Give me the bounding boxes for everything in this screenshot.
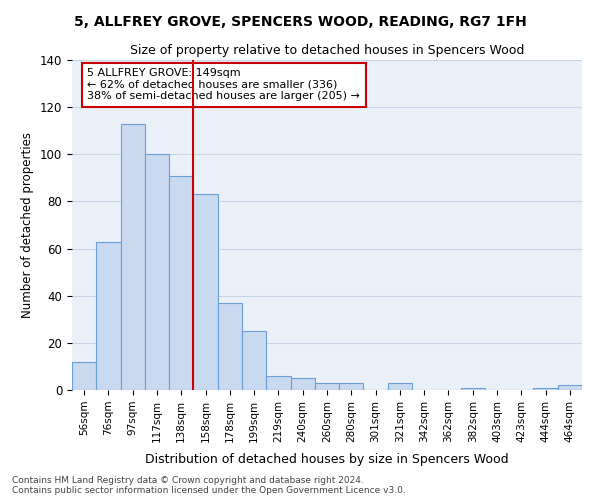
Text: 5, ALLFREY GROVE, SPENCERS WOOD, READING, RG7 1FH: 5, ALLFREY GROVE, SPENCERS WOOD, READING… — [74, 15, 526, 29]
Bar — [339, 383, 364, 390]
Bar — [266, 376, 290, 390]
Bar — [96, 242, 121, 390]
Bar — [388, 383, 412, 390]
Y-axis label: Number of detached properties: Number of detached properties — [22, 132, 34, 318]
Bar — [72, 362, 96, 390]
Title: Size of property relative to detached houses in Spencers Wood: Size of property relative to detached ho… — [130, 44, 524, 58]
Bar — [121, 124, 145, 390]
Bar — [461, 388, 485, 390]
Bar — [145, 154, 169, 390]
Text: 5 ALLFREY GROVE: 149sqm
← 62% of detached houses are smaller (336)
38% of semi-d: 5 ALLFREY GROVE: 149sqm ← 62% of detache… — [88, 68, 360, 102]
Bar — [193, 194, 218, 390]
Bar — [315, 383, 339, 390]
Bar — [558, 386, 582, 390]
Bar — [242, 331, 266, 390]
Text: Contains HM Land Registry data © Crown copyright and database right 2024.
Contai: Contains HM Land Registry data © Crown c… — [12, 476, 406, 495]
X-axis label: Distribution of detached houses by size in Spencers Wood: Distribution of detached houses by size … — [145, 453, 509, 466]
Bar — [169, 176, 193, 390]
Bar — [218, 303, 242, 390]
Bar — [290, 378, 315, 390]
Bar — [533, 388, 558, 390]
